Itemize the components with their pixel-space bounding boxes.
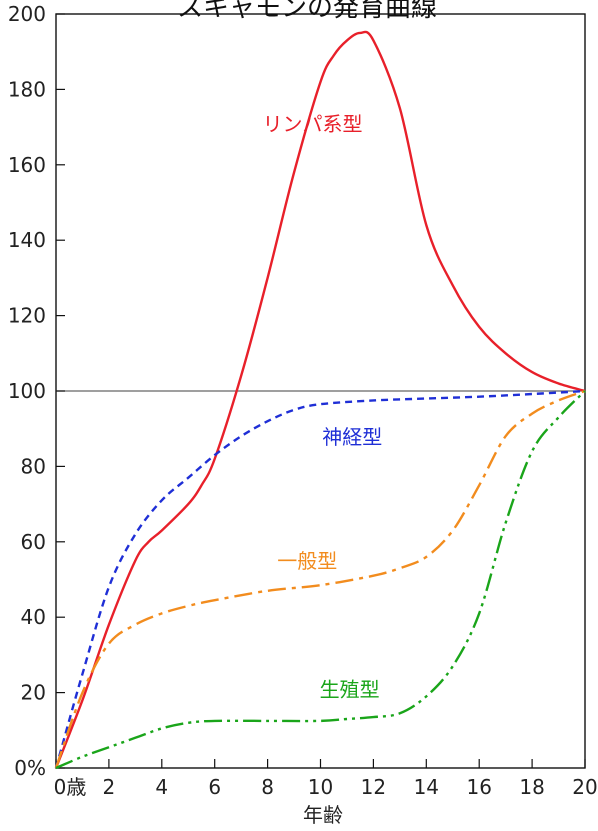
x-tick-label: 10 xyxy=(308,775,333,799)
x-tick-label: 2 xyxy=(103,775,116,799)
x-tick-label: 12 xyxy=(361,775,386,799)
series-neural-line xyxy=(54,389,586,769)
x-tick-label: 20 xyxy=(572,775,597,799)
x-axis-title: 年齢 xyxy=(303,803,343,827)
x-tick-label: 14 xyxy=(414,775,439,799)
y-tick-label: 40 xyxy=(21,605,46,629)
series-label: 生殖型 xyxy=(320,677,380,701)
y-tick-label: 180 xyxy=(8,77,46,101)
chart-title: スキャモンの発育曲線 xyxy=(177,0,437,23)
series-lymphatic-line xyxy=(54,30,586,769)
series-reproductive-line xyxy=(55,390,586,770)
y-tick-label: 80 xyxy=(21,454,46,478)
x-tick-label: 0歳 xyxy=(54,775,87,799)
chart-axes: 0% 20 40 60 80 100 120 140 160 180 200 0歳 2 4 6 8 10 12 14… xyxy=(8,2,598,799)
y-tick-label: 100 xyxy=(8,379,46,403)
series-general-line xyxy=(54,389,586,769)
x-tick-label: 18 xyxy=(519,775,544,799)
y-tick-label: 20 xyxy=(21,681,46,705)
y-tick-label: 160 xyxy=(8,153,46,177)
y-tick-label: 60 xyxy=(21,530,46,554)
y-tick-label: 120 xyxy=(8,304,46,328)
series-label: リンパ系型 xyxy=(263,112,363,136)
x-tick-label: 4 xyxy=(155,775,168,799)
y-tick-label: 0% xyxy=(14,756,46,780)
series-label: 神経型 xyxy=(322,425,382,449)
y-tick-label: 200 xyxy=(8,2,46,26)
x-tick-label: 8 xyxy=(261,775,274,799)
y-tick-label: 140 xyxy=(8,228,46,252)
series-label: 一般型 xyxy=(277,549,337,573)
series-layer xyxy=(54,30,586,770)
x-tick-label: 16 xyxy=(466,775,491,799)
x-tick-label: 6 xyxy=(208,775,221,799)
